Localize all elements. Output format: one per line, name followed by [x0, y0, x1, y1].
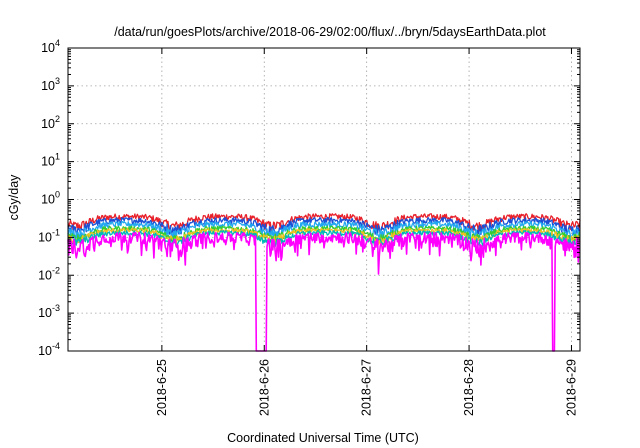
y-tick-label: 103 — [41, 76, 60, 93]
y-tick-label-exponent: -4 — [52, 341, 60, 351]
x-axis-label: Coordinated Universal Time (UTC) — [227, 431, 419, 445]
y-tick-label-base: 10 — [38, 344, 52, 358]
y-tick-label-base: 10 — [38, 306, 52, 320]
x-tick-label: 2018-6-27 — [360, 359, 374, 416]
y-tick-label: 100 — [41, 190, 60, 207]
y-tick-label-base: 10 — [41, 155, 55, 169]
x-tick-label: 2018-6-29 — [564, 359, 578, 416]
y-tick-label-base: 10 — [38, 230, 52, 244]
y-tick-label: 10-3 — [38, 303, 60, 320]
y-tick-label-exponent: 3 — [55, 76, 60, 86]
y-axis-label: cGy/day — [7, 174, 21, 221]
grid-lines — [68, 48, 580, 351]
series-line-6 — [67, 229, 581, 248]
series-line-4 — [67, 225, 581, 244]
y-tick-label-base: 10 — [38, 268, 52, 282]
x-tick-label: 2018-6-25 — [155, 359, 169, 416]
y-tick-label-exponent: 2 — [55, 114, 60, 124]
x-tick-label: 2018-6-28 — [462, 359, 476, 416]
y-tick-label: 10-1 — [38, 227, 60, 244]
series-line-7 — [67, 231, 581, 352]
y-tick-label-base: 10 — [41, 79, 55, 93]
y-tick-label: 104 — [41, 38, 60, 55]
y-tick-label-base: 10 — [41, 41, 55, 55]
y-tick-label-exponent: 4 — [55, 38, 60, 48]
chart-title: /data/run/goesPlots/archive/2018-06-29/0… — [114, 25, 546, 39]
x-tick-label: 2018-6-26 — [257, 359, 271, 416]
series-line-2 — [67, 216, 581, 237]
y-tick-label: 10-4 — [38, 341, 60, 358]
x-axis: 2018-6-25 2018-6-26 2018-6-27 2018-6-28 2018… — [155, 48, 578, 416]
plot-series — [67, 213, 581, 352]
y-tick-label-exponent: -1 — [52, 227, 60, 237]
y-tick-label-exponent: 0 — [55, 190, 60, 200]
y-tick-label-exponent: -2 — [52, 265, 60, 275]
y-tick-label-base: 10 — [41, 193, 55, 207]
y-tick-label-exponent: 1 — [55, 152, 60, 162]
y-tick-label-base: 10 — [41, 117, 55, 131]
y-tick-label: 102 — [41, 114, 60, 131]
y-tick-label-exponent: -3 — [52, 303, 60, 313]
y-tick-label: 101 — [41, 152, 60, 169]
y-tick-label: 10-2 — [38, 265, 60, 282]
